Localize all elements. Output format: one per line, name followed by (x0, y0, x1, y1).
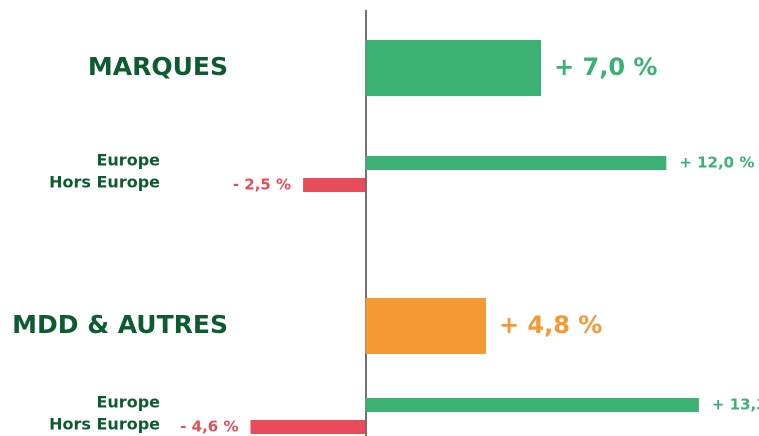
category-label: MDD & AUTRES (12, 310, 228, 339)
value-label: + 13,3 % (712, 396, 759, 414)
bar (250, 420, 366, 434)
value-label: - 2,5 % (233, 176, 291, 194)
category-label: Hors Europe (49, 415, 160, 434)
bar (365, 40, 542, 96)
bar (365, 298, 486, 354)
bar (365, 398, 699, 412)
value-label: + 12,0 % (679, 154, 754, 172)
bar (365, 156, 667, 170)
value-label: + 7,0 % (554, 53, 657, 81)
bar (303, 178, 366, 192)
category-label: Europe (96, 393, 160, 412)
category-label: MARQUES (88, 52, 228, 81)
category-label: Europe (96, 151, 160, 170)
value-label: - 4,6 % (180, 418, 238, 436)
category-label: Hors Europe (49, 173, 160, 192)
value-label: + 4,8 % (499, 311, 602, 339)
